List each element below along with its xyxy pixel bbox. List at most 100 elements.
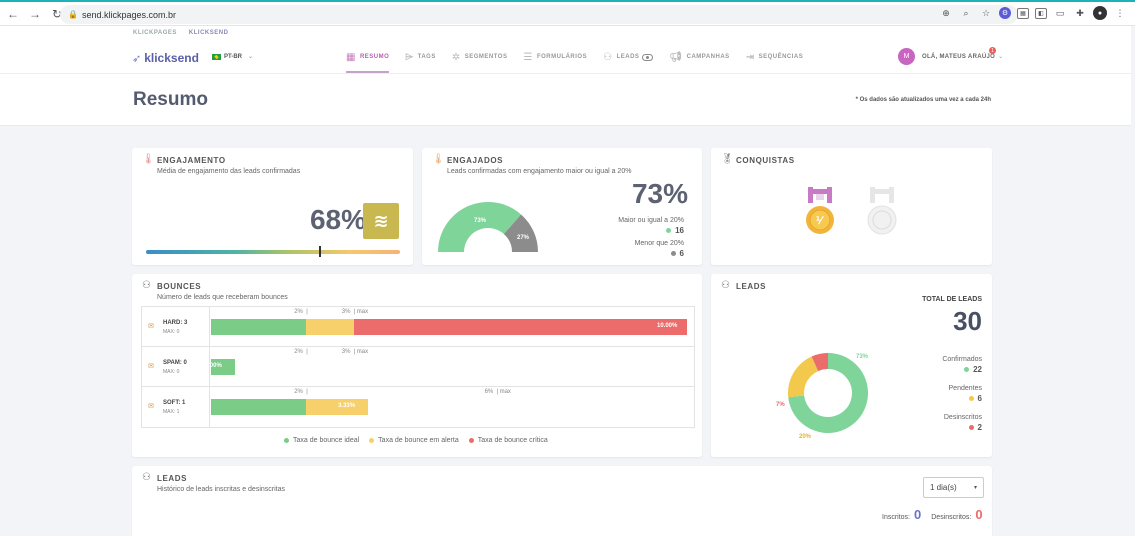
locked-medal-icon — [867, 187, 897, 235]
notification-badge[interactable]: 1 — [989, 47, 996, 54]
period-select[interactable]: 1 dia(s) ▾ — [923, 477, 984, 498]
legend-item-ideal: Taxa de bounce ideal — [284, 437, 359, 444]
inscritos-label: Inscritos: — [882, 514, 911, 521]
people-icon: ⚇ — [142, 280, 151, 291]
menu-tags[interactable]: ⌲ TAGS — [405, 51, 436, 63]
history-stats: Inscritos: 0 Desinscritos: 0 — [882, 507, 983, 522]
leads-donut — [788, 353, 868, 433]
menu-dots-icon[interactable]: ⋮ — [1115, 7, 1125, 18]
inscritos-count: 0 — [914, 507, 922, 522]
card-subtitle: Leads confirmadas com engajamento maior … — [447, 168, 632, 175]
menu-resumo[interactable]: ▦ RESUMO — [346, 40, 390, 74]
update-note: * Os dados são atualizados uma vez a cad… — [855, 97, 991, 103]
user-menu[interactable]: M OLÁ, MATEUS ARAÚJO ⌄ — [898, 48, 1003, 65]
card-subtitle: Histórico de leads inscritas e desinscri… — [157, 486, 285, 493]
chevron-down-icon: ⌄ — [998, 54, 1004, 60]
app-logo[interactable]: ➶ klicksend — [132, 51, 199, 65]
menu-segmentos[interactable]: ✲ SEGMENTOS — [451, 51, 508, 63]
bounce-bar-green — [211, 319, 307, 335]
bounce-max: MAX: 0 — [163, 369, 180, 375]
form-icon: ☰ — [523, 51, 533, 63]
menu-sequencias[interactable]: ⇥ SEQUÊNCIAS — [745, 51, 804, 63]
cast-icon[interactable]: ▭ — [1055, 7, 1065, 18]
leads-history-card: ⚇ LEADS Histórico de leads inscritas e d… — [132, 466, 992, 536]
confirmados-label: Confirmados — [942, 356, 982, 363]
engajados-gauge: 73% 27% — [438, 202, 538, 252]
menu-leads[interactable]: ⚇ LEADS — [603, 40, 654, 74]
profile-icon[interactable]: ● — [1093, 6, 1107, 20]
extension-icon[interactable]: ⚙ — [999, 7, 1011, 19]
zoom-icon[interactable]: ⌕ — [963, 7, 969, 18]
forward-icon[interactable]: → — [29, 6, 41, 21]
bounce-value-label: 3.33% — [338, 403, 356, 409]
tick-alert-mark: | — [496, 389, 499, 395]
tick-ideal-mark: | — [306, 349, 308, 355]
language-selector[interactable]: PT-BR ⌄ — [212, 53, 253, 60]
extension-tag-icon[interactable]: ◧ — [1035, 7, 1047, 19]
legend-item-alert: Taxa de bounce em alerta — [369, 437, 459, 444]
tick-max: max — [499, 389, 511, 395]
bounce-bar-red — [353, 319, 687, 335]
sequence-icon: ⇥ — [745, 51, 755, 63]
page-title: Resumo — [133, 89, 208, 110]
bounce-row-label: ✉ HARD: 3 MAX: 0 — [142, 307, 210, 347]
card-title: ENGAJADOS — [447, 156, 504, 165]
user-greeting: OLÁ, MATEUS ARAÚJO — [922, 53, 996, 60]
legend-dot-gray — [670, 251, 676, 257]
extension-box-icon[interactable]: ▦ — [1017, 7, 1029, 19]
card-title: LEADS — [157, 474, 188, 483]
tick-ideal: 2% — [294, 309, 303, 315]
install-icon[interactable]: ⊕ — [942, 7, 950, 18]
bounces-legend: Taxa de bounce ideal Taxa de bounce em a… — [284, 437, 548, 444]
pendentes-count: 6 — [968, 394, 982, 403]
engajamento-card: 🌡︎ ENGAJAMENTO Média de engajamento das … — [132, 148, 413, 265]
menu-formularios[interactable]: ☰ FORMULÁRIOS — [523, 51, 588, 63]
donut-label-confirmados: 73% — [856, 354, 869, 360]
chevron-down-icon: ⌄ — [248, 54, 254, 60]
card-title: CONQUISTAS — [736, 156, 795, 165]
bounce-max: MAX: 0 — [163, 329, 180, 335]
svg-text:⅟: ⅟ — [816, 216, 824, 227]
gauge-slice-high — [438, 202, 522, 252]
low-label: Menor que 20% — [634, 240, 684, 247]
bounces-card: ⚇ BOUNCES Número de leads que receberam … — [132, 274, 702, 457]
people-icon: ⚇ — [142, 472, 151, 483]
bounce-row: ✉ HARD: 3 MAX: 0 2% | 3% | max 10.00% — [142, 307, 694, 347]
product-klicksend[interactable]: KLICKSEND — [188, 30, 229, 36]
card-title: ENGAJAMENTO — [157, 156, 226, 165]
tick-max: max — [356, 309, 369, 315]
puzzle-icon[interactable]: ✚ — [1076, 7, 1084, 18]
bounce-name: SOFT: 1 — [163, 400, 186, 406]
tick-alert: 3% — [341, 309, 351, 315]
legend-dot-green — [964, 367, 970, 373]
page-scrollbar[interactable] — [1131, 26, 1135, 536]
app-navbar: ➶ klicksend PT-BR ⌄ ▦ RESUMO ⌲ TAGS ✲ SE… — [0, 40, 1135, 74]
high-label: Maior ou igual a 20% — [618, 217, 684, 224]
tick-alert: 6% — [484, 389, 494, 395]
tick-alert-mark: | — [353, 349, 356, 355]
back-icon[interactable]: ← — [7, 6, 19, 21]
megaphone-icon: 📢︎ — [669, 51, 683, 63]
tick-ideal: 2% — [294, 349, 303, 355]
star-icon[interactable]: ☆ — [981, 7, 991, 18]
donut-label-pendentes: 20% — [799, 434, 812, 440]
reload-icon[interactable]: ↻ — [51, 6, 63, 21]
gauge-slice-low — [503, 214, 538, 252]
heat-waves-icon: ≋ — [363, 203, 399, 239]
desinscritos-label: Desinscritos: — [931, 514, 972, 521]
engajamento-scale-bar — [146, 250, 400, 254]
menu-campanhas[interactable]: 📢︎ CAMPANHAS — [669, 51, 730, 63]
caret-down-icon: ▾ — [973, 485, 977, 491]
address-bar[interactable]: 🔒 send.klickpages.com.br — [60, 5, 1018, 24]
engajados-value: 73% — [631, 178, 688, 209]
confirmados-count: 22 — [964, 365, 982, 374]
avatar: M — [898, 48, 915, 65]
low-count: 6 — [670, 249, 684, 258]
tick-ideal-mark: | — [306, 389, 308, 395]
product-klickpages[interactable]: KLICKPAGES — [133, 30, 177, 36]
card-title: BOUNCES — [157, 282, 202, 291]
conquistas-card: 🏅︎ CONQUISTAS ⅟ — [711, 148, 992, 265]
bounce-row-label: ✉ SOFT: 1 MAX: 1 — [142, 387, 210, 427]
tick-alert-mark: | — [353, 309, 356, 315]
mail-icon: ✉ — [148, 323, 154, 330]
